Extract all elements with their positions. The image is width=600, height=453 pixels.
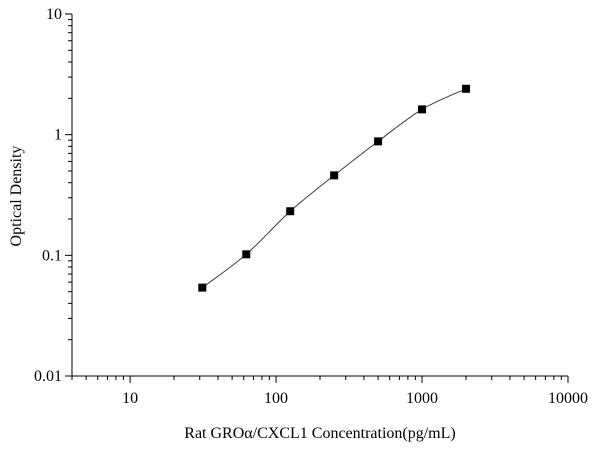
y-tick-label: 1	[54, 127, 62, 144]
y-axis-label: Optical Density	[8, 146, 25, 247]
x-tick-label: 100	[264, 390, 288, 407]
data-point	[330, 171, 339, 180]
x-tick-label: 10	[122, 390, 138, 407]
data-point	[198, 283, 207, 292]
data-point	[242, 250, 251, 259]
data-point	[461, 84, 470, 93]
data-point	[286, 207, 295, 216]
y-tick-label: 0.01	[34, 368, 62, 385]
data-point	[418, 105, 427, 114]
x-tick-label: 10000	[548, 390, 588, 407]
x-axis-label: Rat GROα/CXCL1 Concentration(pg/mL)	[184, 425, 455, 442]
fit-curve	[202, 88, 467, 289]
y-tick-label: 10	[46, 6, 62, 23]
ticks-group: 10 100 1000 10000 0.01 0.1 1 10	[34, 6, 588, 407]
axes-group	[71, 14, 568, 377]
y-tick-label: 0.1	[42, 247, 62, 264]
x-tick-label: 1000	[406, 390, 438, 407]
series-group	[198, 84, 470, 292]
data-point	[374, 137, 383, 146]
